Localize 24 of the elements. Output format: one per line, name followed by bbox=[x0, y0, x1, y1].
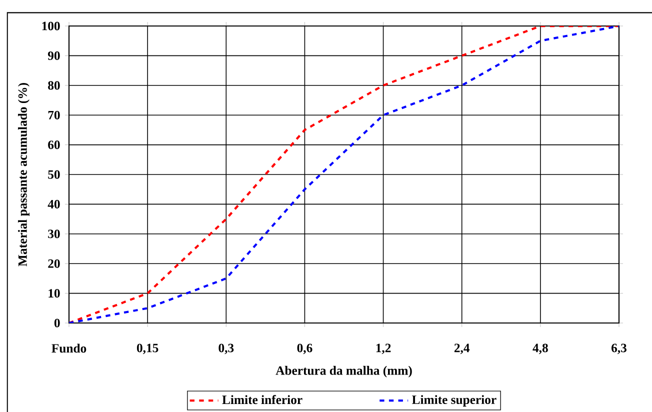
y-tick-label: 0 bbox=[54, 318, 60, 328]
legend-label: Limite superior bbox=[412, 395, 496, 407]
y-tick-label: 90 bbox=[48, 51, 60, 60]
y-tick-label: 30 bbox=[48, 230, 60, 238]
y-tick-label: 100 bbox=[42, 22, 60, 30]
x-tick-label: Fundo bbox=[52, 344, 86, 353]
y-tick-label: 10 bbox=[48, 289, 60, 298]
line-series bbox=[69, 26, 619, 323]
x-axis-title: Abertura da malha (mm) bbox=[276, 366, 412, 378]
y-tick-label: 60 bbox=[48, 140, 60, 150]
x-tick-label: 1,2 bbox=[376, 344, 391, 354]
legend-label: Limite inferior bbox=[222, 395, 302, 404]
y-tick-label: 70 bbox=[48, 110, 60, 120]
x-tick-label: 0,15 bbox=[136, 344, 158, 354]
y-tick-label: 40 bbox=[48, 200, 60, 208]
y-tick-label: 50 bbox=[48, 170, 60, 179]
x-tick-label: 6,3 bbox=[612, 344, 626, 354]
y-axis-title: Material passante acumulado (%) bbox=[18, 83, 30, 266]
x-tick-label: 2,4 bbox=[454, 344, 470, 354]
x-tick-label: 0,6 bbox=[297, 344, 312, 354]
x-tick-label: 0,3 bbox=[218, 344, 234, 354]
y-tick-label: 80 bbox=[48, 81, 60, 90]
x-tick-label: 4,8 bbox=[532, 344, 548, 354]
y-tick-label: 20 bbox=[48, 259, 60, 268]
